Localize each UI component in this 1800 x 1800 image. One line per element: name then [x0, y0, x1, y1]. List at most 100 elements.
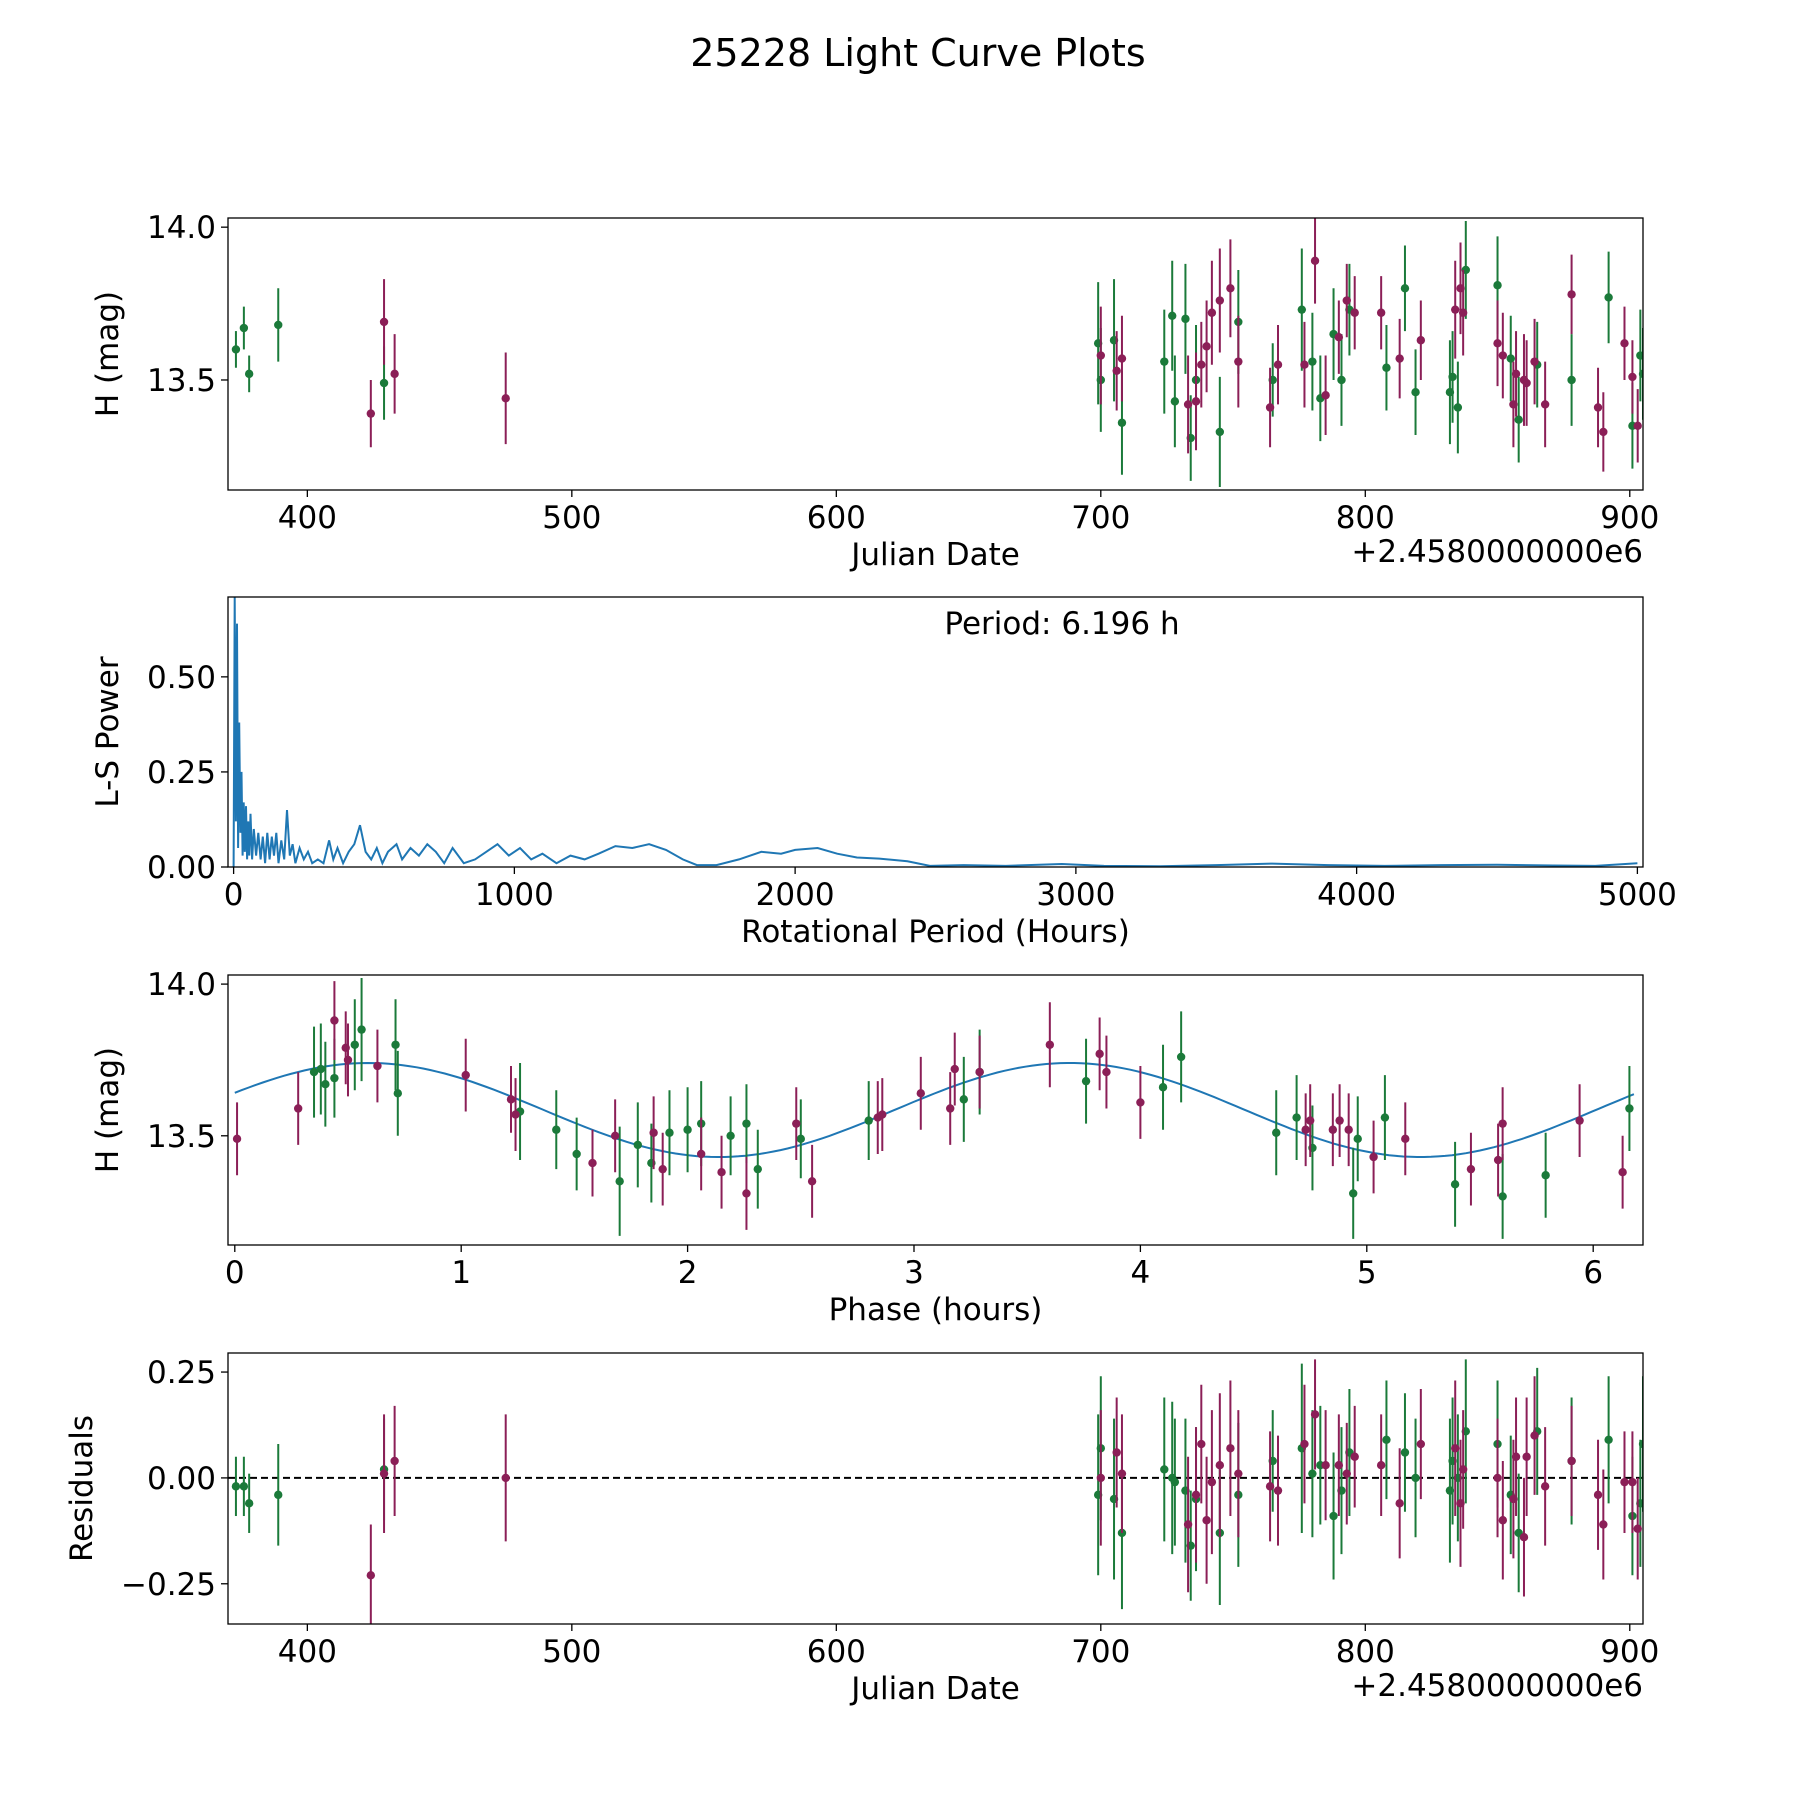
data-point-green [239, 1482, 249, 1491]
data-point-magenta [1215, 1461, 1225, 1470]
data-point-green [1292, 1113, 1301, 1122]
data-point-magenta [1102, 1067, 1111, 1077]
data-point-green [1638, 1439, 1643, 1449]
x-tick-label: 3 [904, 1255, 924, 1291]
data-point-green [665, 1128, 674, 1137]
data-point-magenta [717, 1167, 726, 1177]
data-point-magenta [1197, 1439, 1206, 1449]
plot-frame [227, 217, 1644, 491]
data-point-magenta [1202, 1516, 1211, 1525]
data-point-magenta [1618, 1167, 1627, 1177]
x-tick-label: 1 [451, 1255, 471, 1291]
y-tick-label: 0.25 [147, 1355, 216, 1391]
plot-frame [227, 974, 1644, 1246]
data-point-magenta [366, 409, 376, 418]
y-axis-label: Residuals [64, 1415, 100, 1562]
data-point-green [1272, 1128, 1281, 1137]
periodogram-line [232, 597, 1638, 867]
data-point-magenta [975, 1067, 984, 1077]
data-point-magenta [1498, 351, 1508, 360]
data-point-magenta [1321, 1461, 1330, 1470]
data-point-magenta [1620, 339, 1629, 348]
y-tick-label: 0.25 [147, 755, 216, 791]
data-point-green [391, 1040, 400, 1049]
data-point-magenta [1575, 1116, 1584, 1125]
data-point-green [1448, 372, 1457, 382]
x-tick-label: 6 [1583, 1255, 1603, 1291]
data-point-green [572, 1149, 581, 1159]
data-point-magenta [1207, 1477, 1217, 1487]
data-point-magenta [1234, 1469, 1243, 1478]
data-point-magenta [1095, 1049, 1104, 1059]
y-axis-label: H (mag) [90, 291, 126, 417]
data-point-magenta [1369, 1152, 1378, 1162]
data-point-magenta [1511, 1452, 1521, 1461]
data-point-magenta [373, 1061, 382, 1071]
data-point-magenta [1458, 308, 1468, 317]
data-point-magenta [390, 369, 399, 379]
data-point-magenta [1136, 1098, 1145, 1107]
plot-area [232, 978, 1635, 1239]
data-point-magenta [293, 1104, 303, 1113]
x-tick-label: 500 [542, 1634, 601, 1670]
x-offset-label: +2.4580000000e6 [1351, 1668, 1643, 1704]
y-tick-label: 13.5 [147, 1119, 216, 1155]
data-point-magenta [1183, 400, 1193, 409]
y-tick-label: 0.50 [147, 660, 216, 696]
chart-phased: 0 1 2 3 4 5 6 13.5 14.0 Phase (hours) H (mag) [90, 967, 1644, 1328]
data-point-magenta [461, 1070, 470, 1080]
data-point-magenta [1458, 1465, 1468, 1474]
data-point-green [1215, 427, 1225, 437]
data-point-magenta [1045, 1040, 1055, 1049]
data-point-green [726, 1131, 735, 1140]
data-point-green [1170, 397, 1180, 406]
data-point-green [1337, 375, 1346, 385]
data-point-magenta [1530, 1431, 1539, 1440]
data-point-magenta [1493, 1155, 1503, 1165]
data-point-green [1160, 1465, 1169, 1474]
data-point-magenta [1112, 1448, 1121, 1457]
data-point-magenta [1395, 1499, 1404, 1508]
data-point-green [1638, 369, 1643, 379]
data-point-magenta [1335, 1116, 1344, 1125]
fit-curve [234, 1061, 1635, 1158]
data-point-magenta [742, 1189, 751, 1198]
data-point-green [231, 1482, 241, 1491]
period-annotation: Period: 6.196 h [944, 606, 1179, 642]
plot-area [228, 1359, 1643, 1624]
data-point-magenta [1522, 1452, 1531, 1461]
data-point-green [350, 1040, 359, 1049]
data-point-green [1297, 305, 1307, 314]
data-point-magenta [1334, 1461, 1344, 1470]
data-point-magenta [501, 394, 510, 403]
data-point-green [1450, 1180, 1460, 1189]
data-point-green [1382, 363, 1391, 372]
chart-residuals: 400 500 600 700 800 900 −0.25 0.00 0.25 Julian Da… [64, 1352, 1659, 1707]
y-tick-label: −0.25 [121, 1567, 216, 1603]
x-tick-label: 2000 [756, 877, 835, 913]
data-point-green [244, 1499, 254, 1508]
data-point-green [379, 378, 389, 388]
data-point-magenta [1593, 1490, 1603, 1500]
data-point-magenta [379, 317, 389, 327]
y-tick-label: 13.5 [147, 363, 216, 399]
x-tick-label: 800 [1336, 1634, 1395, 1670]
y-tick-label: 0.00 [147, 1461, 216, 1497]
data-point-magenta [1593, 403, 1603, 412]
data-point-magenta [1300, 1439, 1309, 1449]
data-point-magenta [1117, 1469, 1127, 1478]
data-point-magenta [1567, 290, 1576, 299]
figure-title: 25228 Light Curve Plots [690, 31, 1145, 75]
x-tick-label: 400 [278, 1634, 337, 1670]
data-point-magenta [1191, 1490, 1201, 1500]
data-point-green [1636, 351, 1643, 360]
data-point-green [633, 1140, 642, 1150]
x-tick-label: 600 [807, 1634, 866, 1670]
data-point-green [1493, 281, 1502, 290]
data-point-magenta [1540, 400, 1550, 409]
y-axis-label: H (mag) [90, 1047, 126, 1173]
data-point-magenta [1498, 1516, 1508, 1525]
data-point-magenta [1202, 342, 1211, 351]
data-point-magenta [1300, 360, 1309, 369]
